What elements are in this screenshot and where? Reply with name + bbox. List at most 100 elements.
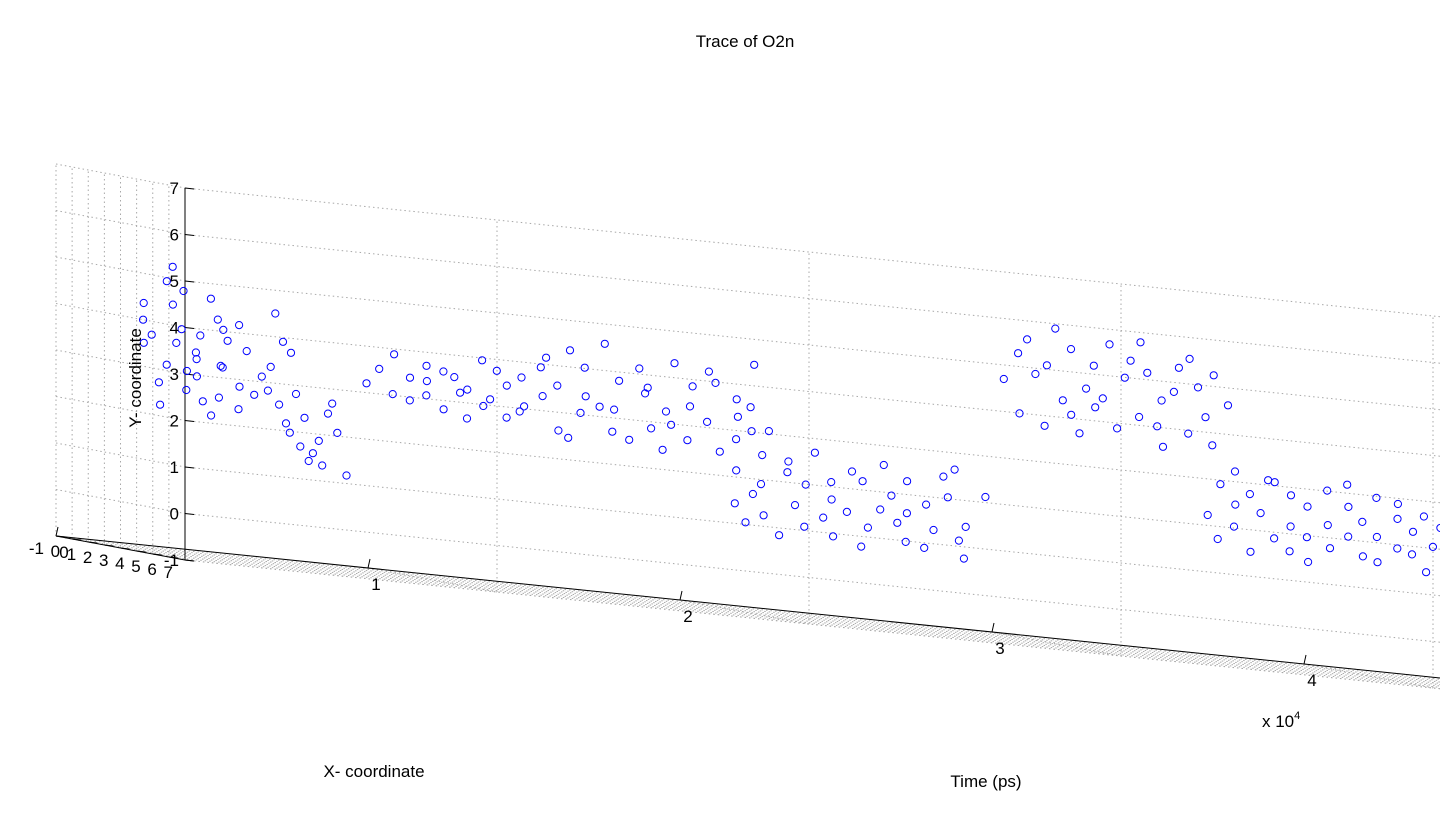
- data-point: [775, 531, 784, 540]
- data-point: [291, 389, 301, 399]
- data-point: [168, 262, 177, 271]
- data-point: [1208, 441, 1217, 450]
- data-point: [732, 395, 741, 404]
- data-point: [198, 397, 207, 406]
- grid-line: [55, 396, 186, 421]
- data-point: [213, 315, 222, 324]
- y-tick-label: -1: [29, 539, 44, 558]
- x-tick-label: 1: [371, 575, 380, 594]
- data-point: [747, 427, 756, 436]
- data-point: [177, 325, 186, 334]
- data-point: [1058, 396, 1067, 405]
- x-tick-label: 0: [59, 543, 68, 562]
- data-point: [463, 385, 472, 394]
- data-point: [1285, 547, 1294, 556]
- data-point: [362, 379, 371, 388]
- data-point: [450, 373, 459, 382]
- data-point: [182, 385, 191, 395]
- data-point: [1428, 542, 1438, 552]
- data-point: [308, 449, 317, 458]
- data-point: [1040, 421, 1049, 430]
- data-point: [1230, 467, 1240, 476]
- data-point: [661, 407, 671, 416]
- data-point: [876, 505, 885, 514]
- data-point: [1303, 502, 1312, 511]
- data-point: [281, 419, 291, 428]
- data-point: [536, 363, 545, 372]
- data-point: [1325, 544, 1335, 553]
- data-point: [608, 427, 617, 436]
- data-point: [893, 518, 902, 527]
- grid-line: [184, 513, 1440, 643]
- data-point: [182, 366, 191, 376]
- x-multiplier-exponent: 4: [1294, 710, 1300, 722]
- data-point: [1344, 502, 1353, 511]
- z-tick-mark: [184, 466, 195, 469]
- data-point: [581, 392, 590, 401]
- x-tick-mark: [1303, 654, 1307, 665]
- data-point: [1419, 512, 1429, 521]
- data-point: [1393, 544, 1402, 553]
- data-point: [1089, 361, 1098, 370]
- z-axis-label: Y- coordinate: [126, 328, 145, 428]
- data-point: [950, 465, 959, 474]
- data-point: [1014, 349, 1023, 358]
- data-point: [1098, 394, 1107, 403]
- data-point: [685, 402, 695, 411]
- data-point: [1091, 403, 1100, 412]
- data-point: [1393, 514, 1402, 524]
- data-point: [405, 396, 414, 405]
- chart-title: Trace of O2n: [696, 32, 795, 51]
- data-point: [1193, 383, 1203, 392]
- data-point: [887, 491, 896, 500]
- data-point: [564, 433, 573, 442]
- data-point: [857, 542, 866, 551]
- data-point: [479, 401, 488, 411]
- data-point: [981, 492, 990, 502]
- z-tick-mark: [184, 513, 195, 515]
- data-point: [515, 407, 524, 416]
- x-tick-mark: [367, 558, 371, 569]
- data-point: [647, 424, 656, 433]
- data-point: [758, 451, 767, 460]
- data-point: [903, 477, 912, 486]
- data-point: [879, 460, 888, 470]
- data-point: [439, 405, 448, 414]
- data-point: [323, 409, 333, 418]
- data-point: [1304, 557, 1313, 567]
- data-point: [554, 426, 563, 435]
- data-point: [790, 501, 800, 510]
- grid-line: [184, 420, 1440, 550]
- data-point: [715, 447, 724, 456]
- data-point: [643, 383, 652, 392]
- data-point: [733, 412, 743, 421]
- grid-line: [184, 280, 1440, 411]
- data-point: [285, 428, 294, 437]
- grid-line: [55, 256, 186, 282]
- data-point: [139, 315, 148, 324]
- data-point: [901, 537, 910, 547]
- data-point: [800, 522, 809, 531]
- data-point: [492, 366, 501, 375]
- y-tick-mark: [136, 550, 146, 553]
- data-point: [1184, 429, 1193, 438]
- data-point: [147, 330, 156, 339]
- grid-line: [120, 547, 1440, 684]
- data-point: [154, 378, 163, 387]
- data-point: [1246, 547, 1255, 556]
- z-tick-label: 3: [170, 365, 179, 384]
- x-axis-line: [55, 535, 1440, 679]
- data-point: [703, 417, 712, 426]
- data-point: [670, 359, 679, 368]
- data-point: [750, 360, 759, 369]
- data-point: [478, 356, 487, 365]
- data-point: [1245, 490, 1255, 499]
- data-point: [462, 414, 472, 423]
- data-point: [1158, 442, 1168, 451]
- grid-line: [184, 187, 1440, 318]
- y-tick-label: 3: [99, 551, 108, 570]
- data-point: [207, 411, 216, 420]
- grid-line: [184, 373, 1440, 504]
